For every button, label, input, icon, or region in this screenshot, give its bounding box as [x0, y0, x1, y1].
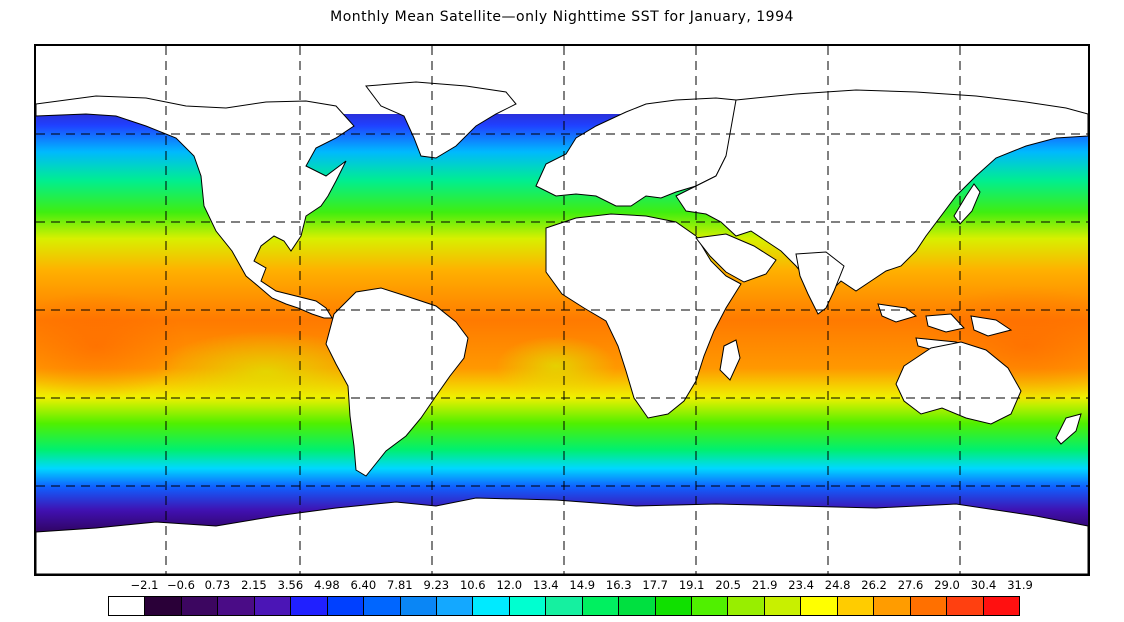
legend-swatch [436, 597, 474, 615]
color-scale-bar [108, 596, 1020, 616]
sst-map [34, 44, 1090, 576]
legend-swatch [619, 597, 656, 615]
legend-tick-label: −0.6 [166, 578, 195, 592]
legend-tick-label: 14.9 [569, 578, 596, 592]
legend-tick-label: 30.4 [970, 578, 997, 592]
legend-tick-labels: −2.1 −0.6 0.73 2.15 3.56 4.98 6.40 7.81 9.23 10.6… [0, 578, 1124, 594]
greenland [365, 81, 517, 159]
legend-tick-label: 17.7 [642, 578, 668, 592]
legend-swatch [983, 597, 1019, 615]
legend-tick-label: 16.3 [605, 578, 632, 592]
legend-swatch [400, 597, 437, 615]
legend-tick-label: 12.0 [496, 578, 523, 592]
legend-tick-label: 0.73 [204, 578, 231, 592]
legend-swatch [254, 597, 292, 615]
legend-tick-label: 2.15 [241, 578, 267, 592]
legend-tick-label: 19.1 [678, 578, 705, 592]
legend-swatch [145, 597, 182, 615]
legend-tick-label: 23.4 [788, 578, 814, 592]
legend-swatch [582, 597, 620, 615]
legend-swatch [364, 597, 401, 615]
legend-swatch [546, 597, 583, 615]
new-zealand [1055, 413, 1082, 445]
legend-tick-label: 3.56 [277, 578, 304, 592]
madagascar [719, 339, 741, 381]
legend-swatch [327, 597, 365, 615]
legend-swatch [109, 597, 146, 615]
warm-pool-east [36, 291, 186, 401]
legend-tick-label: 31.9 [1007, 578, 1033, 592]
legend-tick-label: 7.81 [387, 578, 413, 592]
india [795, 251, 845, 315]
north-america [36, 95, 355, 319]
legend-swatch [728, 597, 765, 615]
maritime-continent [877, 303, 1013, 353]
legend-tick-label: 29.0 [934, 578, 960, 592]
legend-swatch [181, 597, 219, 615]
map-title: Monthly Mean Satellite—only Nighttime SS… [330, 9, 794, 25]
cool-tongue-east-pacific [156, 331, 376, 411]
legend-swatch [837, 597, 875, 615]
legend-swatch [218, 597, 255, 615]
legend-tick-label: 9.23 [423, 578, 450, 592]
legend-tick-label: 27.6 [897, 578, 924, 592]
legend-swatch [764, 597, 802, 615]
sst-map-canvas [36, 46, 1088, 574]
australia [895, 341, 1022, 425]
legend-swatch [947, 597, 984, 615]
legend-swatch [655, 597, 692, 615]
legend-swatch [509, 597, 547, 615]
legend-tick-label: 4.98 [314, 578, 340, 592]
legend-tick-label: 20.5 [715, 578, 741, 592]
legend-tick-label: 10.6 [459, 578, 486, 592]
land-masses [36, 81, 1088, 574]
legend-swatch [692, 597, 729, 615]
antarctica [36, 497, 1088, 574]
legend-swatch [291, 597, 328, 615]
legend-tick-label: 6.40 [350, 578, 377, 592]
legend-tick-label: 13.4 [532, 578, 559, 592]
legend-tick-label: −2.1 [130, 578, 159, 592]
cool-tongue-atlantic [496, 336, 616, 396]
legend-tick-label: 26.2 [861, 578, 887, 592]
legend-swatch [473, 597, 510, 615]
legend-swatch [910, 597, 948, 615]
legend-tick-label: 21.9 [751, 578, 778, 592]
legend-swatch [801, 597, 838, 615]
africa [545, 213, 742, 419]
graticule [36, 46, 1088, 574]
asia [675, 89, 1088, 297]
legend-tick-label: 24.8 [824, 578, 851, 592]
legend-swatch [874, 597, 911, 615]
arabian-peninsula [695, 233, 777, 283]
